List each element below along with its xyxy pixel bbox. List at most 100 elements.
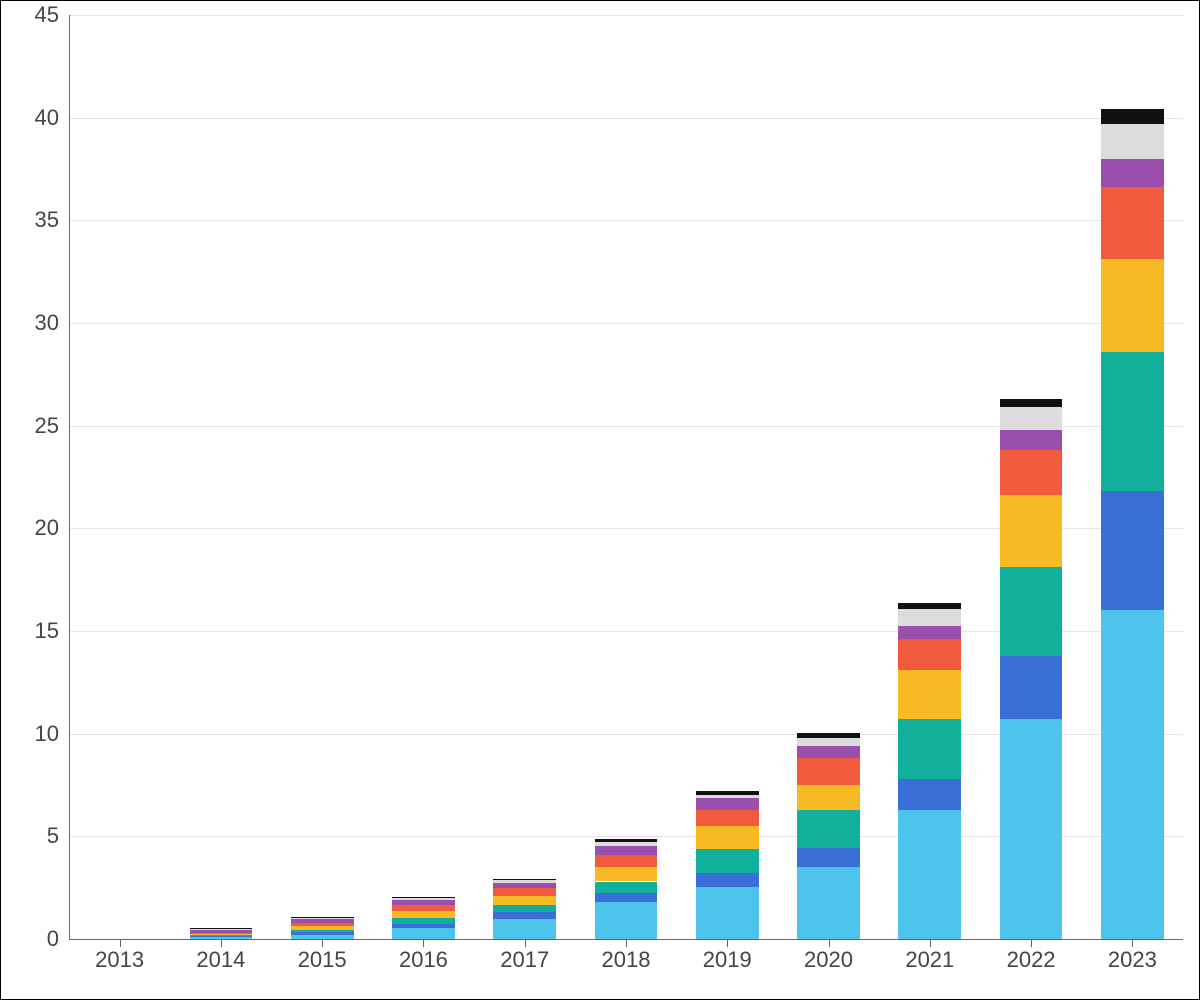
bar-segment: [898, 719, 961, 779]
bar-segment: [392, 905, 455, 911]
bar-segment: [595, 902, 658, 939]
bar-segment: [1101, 109, 1164, 123]
bar-segment: [898, 670, 961, 719]
bar-segment: [1101, 124, 1164, 159]
bar-segment: [291, 918, 354, 919]
bar-segment: [1101, 352, 1164, 492]
x-tick-label: 2022: [1007, 947, 1056, 973]
bar-segment: [493, 879, 556, 880]
x-tick-label: 2023: [1108, 947, 1157, 973]
bar-segment: [392, 898, 455, 900]
bar-segment: [1101, 187, 1164, 259]
y-gridline: [69, 220, 1183, 221]
x-tick-mark: [829, 939, 830, 947]
bar-segment: [392, 928, 455, 939]
bar-segment: [595, 855, 658, 867]
bar-segment: [696, 798, 759, 809]
bar-segment: [291, 935, 354, 939]
bar-segment: [898, 626, 961, 639]
bar-segment: [1000, 407, 1063, 430]
bar-segment: [797, 785, 860, 810]
x-tick-mark: [1132, 939, 1133, 947]
bar-segment: [291, 923, 354, 927]
x-tick-label: 2015: [298, 947, 347, 973]
y-tick-label: 45: [35, 2, 59, 28]
bar-segment: [1000, 399, 1063, 407]
y-tick-label: 10: [35, 721, 59, 747]
bar-segment: [190, 935, 253, 936]
x-tick-label: 2020: [804, 947, 853, 973]
bar-segment: [797, 867, 860, 939]
bar-segment: [898, 603, 961, 609]
y-tick-label: 20: [35, 515, 59, 541]
x-tick-label: 2018: [602, 947, 651, 973]
bar-segment: [1000, 567, 1063, 655]
bar-segment: [392, 897, 455, 898]
bar-segment: [392, 900, 455, 905]
bar-segment: [190, 933, 253, 934]
bar-segment: [493, 883, 556, 888]
x-tick-mark: [120, 939, 121, 947]
bar-segment: [493, 919, 556, 939]
bar-segment: [797, 746, 860, 758]
x-tick-mark: [727, 939, 728, 947]
bar-segment: [1000, 656, 1063, 720]
x-tick-mark: [930, 939, 931, 947]
x-tick-label: 2013: [95, 947, 144, 973]
x-tick-mark: [221, 939, 222, 947]
bar-segment: [898, 779, 961, 810]
y-gridline: [69, 323, 1183, 324]
bar-segment: [1000, 495, 1063, 567]
bar-segment: [595, 842, 658, 845]
bar-segment: [190, 929, 253, 933]
y-tick-label: 35: [35, 207, 59, 233]
plot-area: 0510152025303540452013201420152016201720…: [69, 15, 1183, 939]
bar-segment: [493, 912, 556, 919]
y-gridline: [69, 118, 1183, 119]
bar-segment: [291, 919, 354, 922]
bar-segment: [1101, 259, 1164, 351]
bar-segment: [595, 893, 658, 902]
bar-segment: [797, 758, 860, 785]
bar-segment: [291, 932, 354, 934]
bar-segment: [1000, 450, 1063, 495]
x-tick-label: 2016: [399, 947, 448, 973]
x-tick-label: 2021: [905, 947, 954, 973]
y-tick-label: 5: [47, 823, 59, 849]
bar-segment: [696, 873, 759, 886]
bar-segment: [595, 867, 658, 881]
bar-segment: [291, 930, 354, 932]
bar-segment: [392, 918, 455, 923]
bar-segment: [493, 880, 556, 882]
bar-segment: [797, 738, 860, 746]
y-tick-label: 15: [35, 618, 59, 644]
x-tick-label: 2017: [500, 947, 549, 973]
bar-segment: [696, 810, 759, 826]
bar-segment: [1101, 159, 1164, 188]
bar-segment: [898, 609, 961, 625]
bar-segment: [493, 896, 556, 905]
bar-segment: [898, 810, 961, 939]
bar-segment: [797, 810, 860, 848]
x-tick-mark: [626, 939, 627, 947]
x-tick-mark: [423, 939, 424, 947]
bar-segment: [595, 839, 658, 842]
bar-segment: [493, 888, 556, 896]
bar-segment: [1101, 491, 1164, 610]
bar-segment: [190, 937, 253, 939]
x-tick-mark: [525, 939, 526, 947]
y-tick-label: 0: [47, 926, 59, 952]
bar-segment: [696, 826, 759, 849]
y-tick-label: 25: [35, 413, 59, 439]
bar-segment: [595, 846, 658, 855]
bar-segment: [392, 924, 455, 928]
bar-segment: [595, 882, 658, 893]
x-tick-label: 2014: [196, 947, 245, 973]
bar-segment: [291, 926, 354, 930]
x-tick-mark: [1031, 939, 1032, 947]
bar-segment: [898, 639, 961, 670]
y-tick-label: 30: [35, 310, 59, 336]
bar-segment: [493, 905, 556, 912]
bar-segment: [797, 848, 860, 868]
bar-segment: [1101, 610, 1164, 939]
